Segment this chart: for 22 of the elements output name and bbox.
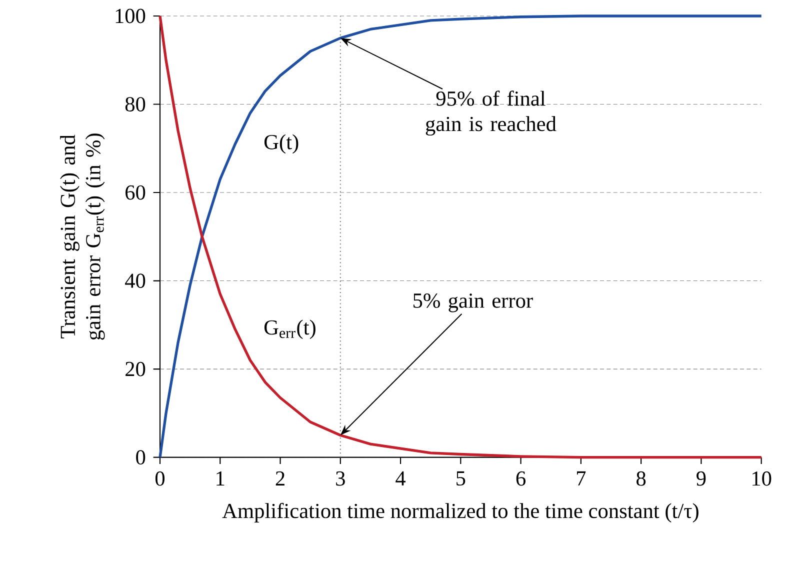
- x-tick-label: 3: [336, 472, 345, 486]
- y-tick-label: 40: [125, 274, 146, 288]
- x-tick-label: 9: [696, 472, 706, 486]
- x-tick-label: 4: [396, 472, 406, 486]
- x-tick-label: 6: [516, 472, 526, 486]
- x-tick-label: 10: [752, 472, 772, 486]
- x-tick-label: 0: [155, 472, 165, 486]
- annotation: 95% of final gain is reached: [426, 90, 556, 136]
- x-tick-label: 1: [216, 472, 224, 486]
- x-tick-label: 2: [276, 472, 284, 486]
- y-tick-label: 100: [116, 8, 146, 24]
- annotation: 5% gain error: [414, 294, 533, 312]
- x-axis-title: Amplification time normalized to the time constant (t/τ): [222, 503, 698, 523]
- y-tick-label: 80: [125, 97, 146, 112]
- y-tick-label: 60: [126, 186, 146, 200]
- series-label: G$_{err}$(t): [264, 320, 316, 340]
- y-tick-label: 20: [126, 362, 146, 376]
- x-tick-label: 5: [456, 472, 466, 486]
- series-label: G(t): [264, 134, 298, 154]
- y-tick-label: 0: [136, 450, 146, 465]
- x-tick-label: 8: [636, 472, 646, 486]
- x-tick-label: 7: [577, 472, 586, 486]
